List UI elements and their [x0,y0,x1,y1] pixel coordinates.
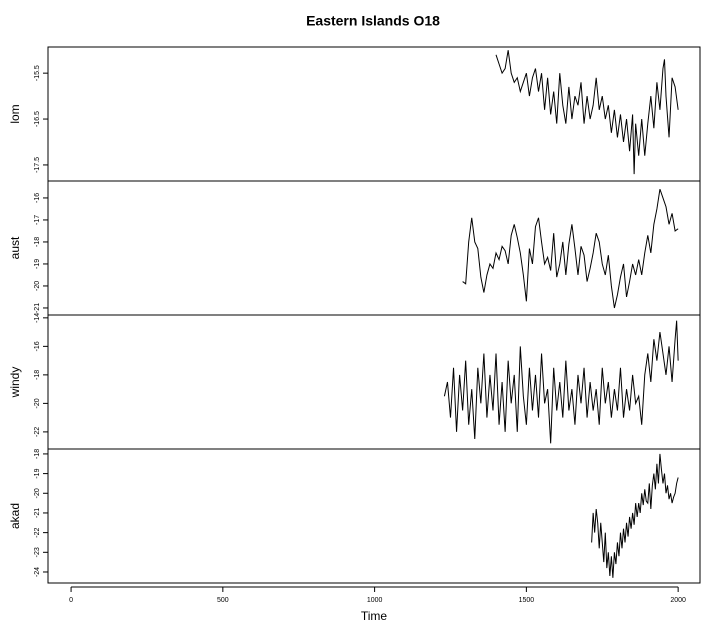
y-tick-label: -19 [34,259,41,269]
data-line [495,50,679,175]
y-tick-label: -18 [34,237,41,247]
y-tick-label: -23 [34,547,41,557]
y-axis-label: akad [8,503,22,529]
y-tick-label: -19 [34,468,41,478]
x-tick-label: 500 [217,597,229,604]
y-tick-label: -18 [34,370,41,380]
y-tick-label: -17 [34,215,41,225]
y-tick-label: -16 [34,341,41,351]
panel-frame [47,180,701,316]
x-tick-label: 1500 [519,597,535,604]
y-tick-label: -21 [34,508,41,518]
y-tick-label: -16 [34,193,41,203]
data-line [462,188,679,309]
x-tick-label: 0 [69,597,73,604]
panel-frame [47,448,701,584]
y-axis-label: windy [8,367,22,399]
y-axis-label: lom [8,104,22,123]
data-line [591,453,679,578]
y-tick-label: -20 [34,488,41,498]
data-line [443,320,679,444]
y-tick-label: -18 [34,449,41,459]
y-tick-label: -22 [34,527,41,537]
x-tick-label: 2000 [670,597,686,604]
y-tick-label: -16.5 [34,111,41,127]
y-tick-label: -24 [34,567,41,577]
x-tick-label: 1000 [367,597,383,604]
y-tick-label: -20 [34,281,41,291]
y-tick-label: -14 [34,313,41,323]
y-tick-label: -15.5 [34,65,41,81]
panel-frame [47,46,701,182]
chart-title: Eastern Islands O18 [306,13,440,29]
y-tick-label: -21 [34,303,41,313]
y-tick-label: -22 [34,427,41,437]
y-tick-label: -17.5 [34,157,41,173]
y-tick-label: -20 [34,398,41,408]
x-axis-label: Time [361,609,388,623]
y-axis-label: aust [8,236,22,259]
panel-frame [47,314,701,450]
